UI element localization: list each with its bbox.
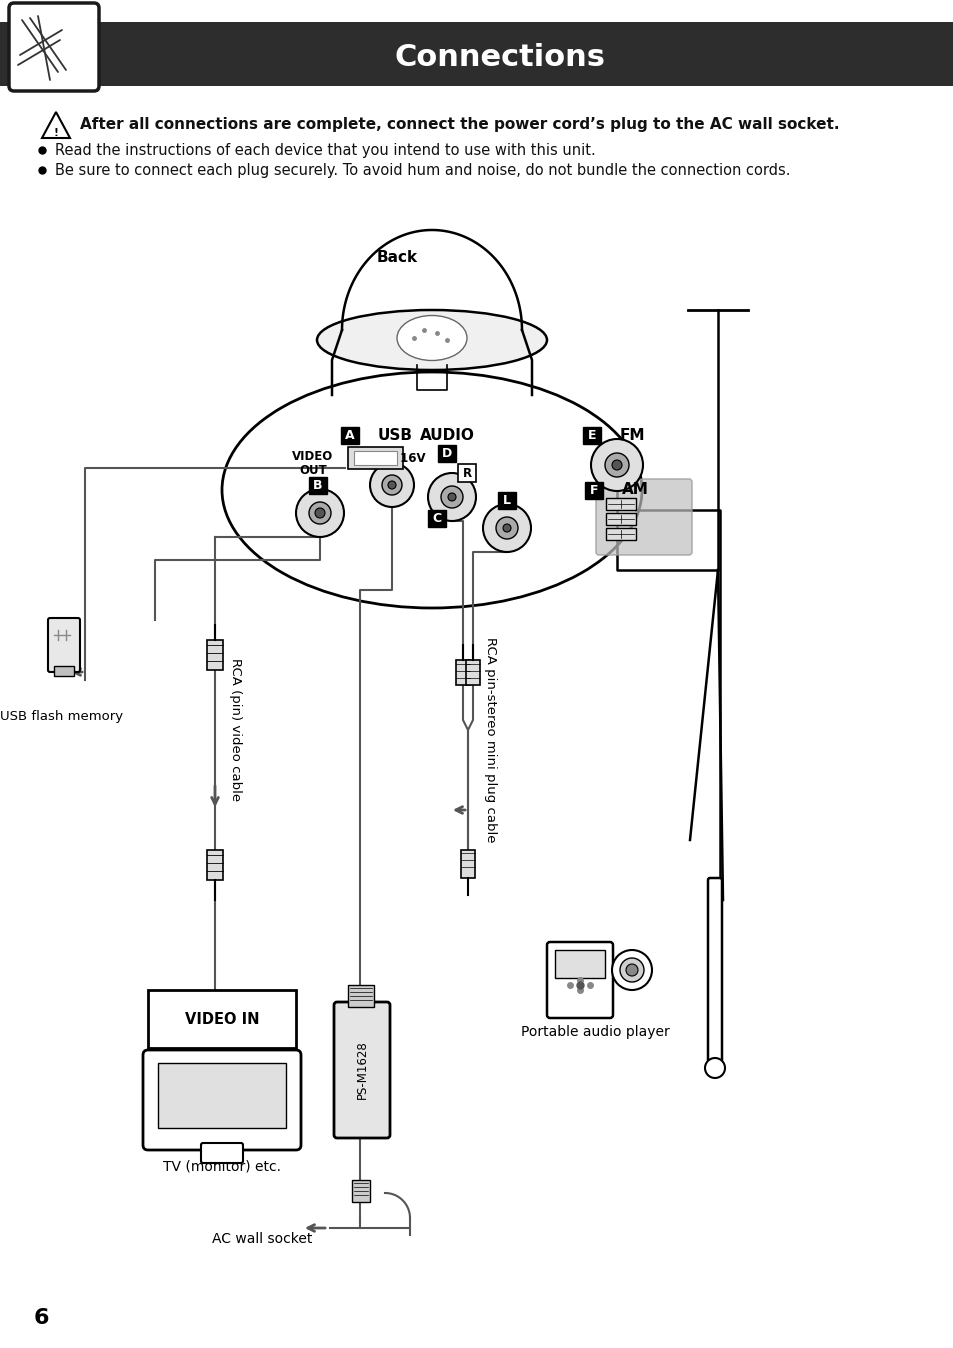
Circle shape	[502, 524, 511, 532]
FancyBboxPatch shape	[605, 497, 636, 510]
Circle shape	[604, 453, 628, 477]
Text: RCA pin-stereo mini plug cable: RCA pin-stereo mini plug cable	[483, 638, 497, 842]
Bar	[0, 22, 953, 86]
FancyBboxPatch shape	[334, 1002, 390, 1138]
Bar	[309, 476, 327, 493]
Text: AM: AM	[621, 483, 648, 497]
Text: F: F	[589, 484, 598, 497]
Text: R: R	[462, 466, 471, 480]
FancyBboxPatch shape	[148, 989, 295, 1047]
Circle shape	[370, 462, 414, 507]
Text: DC IN 16V: DC IN 16V	[358, 452, 425, 465]
Bar	[584, 481, 602, 499]
FancyBboxPatch shape	[457, 464, 476, 483]
Text: Be sure to connect each plug securely. To avoid hum and noise, do not bundle the: Be sure to connect each plug securely. T…	[55, 163, 790, 178]
FancyBboxPatch shape	[605, 514, 636, 524]
FancyBboxPatch shape	[460, 851, 475, 878]
Circle shape	[590, 439, 642, 491]
FancyBboxPatch shape	[354, 452, 396, 465]
Circle shape	[440, 487, 462, 508]
Text: PS-M1628: PS-M1628	[355, 1041, 368, 1100]
Text: Read the instructions of each device that you intend to use with this unit.: Read the instructions of each device tha…	[55, 143, 595, 158]
Ellipse shape	[316, 310, 546, 369]
FancyBboxPatch shape	[207, 640, 223, 670]
FancyBboxPatch shape	[201, 1143, 243, 1163]
Text: OUT: OUT	[299, 464, 327, 476]
Circle shape	[619, 958, 643, 981]
Bar	[437, 445, 456, 461]
Text: After all connections are complete, connect the power cord’s plug to the AC wall: After all connections are complete, conn…	[80, 116, 839, 132]
Circle shape	[612, 950, 651, 989]
Circle shape	[704, 1058, 724, 1078]
FancyBboxPatch shape	[707, 878, 721, 1062]
Text: Connections: Connections	[395, 43, 605, 71]
Bar	[428, 510, 446, 527]
Text: VIDEO IN: VIDEO IN	[185, 1012, 259, 1027]
FancyBboxPatch shape	[352, 1180, 370, 1202]
Circle shape	[381, 474, 401, 495]
Circle shape	[482, 504, 531, 551]
Text: TV (monitor) etc.: TV (monitor) etc.	[163, 1161, 281, 1174]
Bar	[340, 426, 358, 443]
Text: Back: Back	[376, 251, 417, 266]
Circle shape	[428, 473, 476, 520]
Text: D: D	[441, 448, 452, 460]
Text: FM: FM	[619, 427, 645, 442]
FancyBboxPatch shape	[143, 1050, 301, 1150]
Bar	[555, 950, 604, 979]
FancyBboxPatch shape	[605, 528, 636, 541]
Circle shape	[448, 493, 456, 501]
FancyBboxPatch shape	[348, 985, 374, 1007]
Text: C: C	[432, 512, 441, 524]
Circle shape	[309, 501, 331, 524]
Bar	[582, 426, 600, 443]
Polygon shape	[42, 112, 70, 137]
Circle shape	[314, 508, 325, 518]
Text: A: A	[345, 429, 355, 442]
Text: 6: 6	[34, 1308, 50, 1328]
FancyBboxPatch shape	[348, 448, 402, 469]
FancyBboxPatch shape	[465, 661, 479, 685]
FancyBboxPatch shape	[546, 942, 613, 1018]
Circle shape	[612, 460, 621, 470]
Text: Portable audio player: Portable audio player	[520, 1024, 669, 1039]
FancyBboxPatch shape	[456, 661, 470, 685]
FancyBboxPatch shape	[48, 617, 80, 673]
FancyBboxPatch shape	[9, 3, 99, 92]
Text: AUDIO: AUDIO	[419, 427, 474, 442]
Text: RCA (pin) video cable: RCA (pin) video cable	[229, 658, 242, 802]
Circle shape	[625, 964, 638, 976]
Circle shape	[496, 518, 517, 539]
Bar	[497, 492, 516, 508]
Text: AC wall socket: AC wall socket	[212, 1232, 312, 1246]
Bar	[158, 1064, 286, 1128]
FancyBboxPatch shape	[207, 851, 223, 880]
Circle shape	[295, 489, 344, 537]
Bar	[54, 666, 74, 675]
Text: L: L	[502, 493, 511, 507]
Text: USB flash memory: USB flash memory	[0, 710, 124, 723]
Ellipse shape	[396, 315, 467, 360]
FancyBboxPatch shape	[596, 479, 691, 555]
Text: B: B	[313, 479, 322, 492]
Text: E: E	[587, 429, 596, 442]
Text: VIDEO: VIDEO	[292, 450, 334, 464]
Circle shape	[388, 481, 395, 489]
Ellipse shape	[222, 372, 641, 608]
Text: USB: USB	[377, 427, 413, 442]
Text: !: !	[53, 128, 58, 137]
